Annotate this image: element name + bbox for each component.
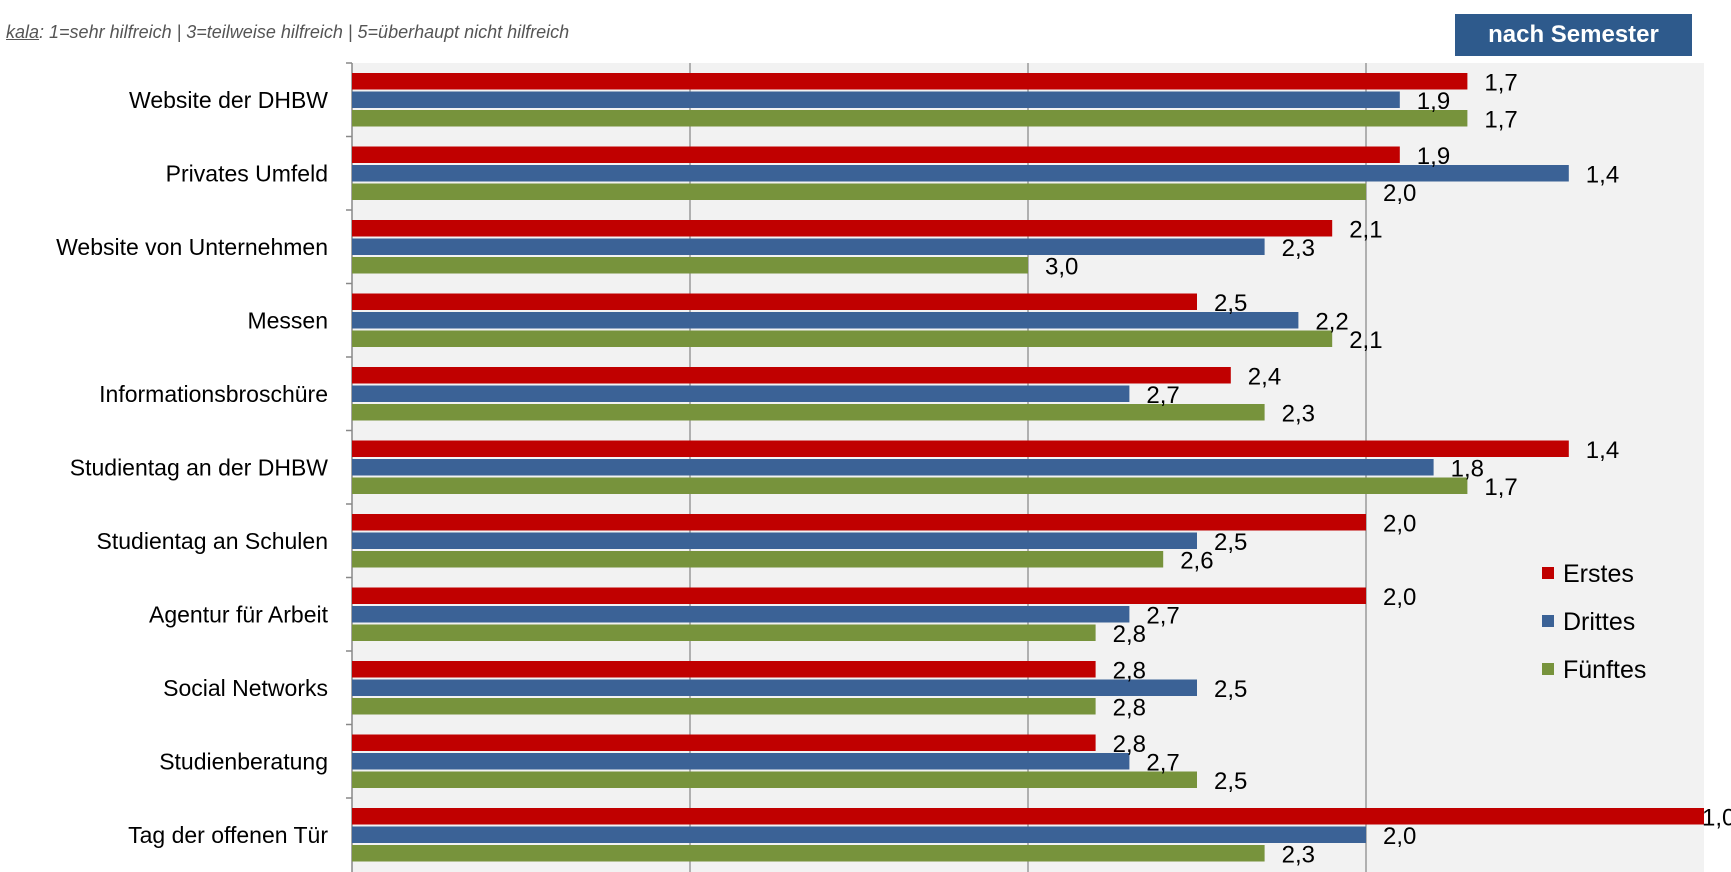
bar-drittes	[352, 312, 1299, 329]
value-label: 2,0	[1383, 510, 1416, 537]
value-label: 2,4	[1248, 363, 1281, 390]
value-label: 3,0	[1045, 253, 1078, 280]
value-label: 2,2	[1315, 308, 1348, 335]
bar-fünftes	[352, 845, 1265, 862]
bar-erstes	[352, 661, 1096, 678]
category-label: Informationsbroschüre	[99, 381, 328, 407]
value-label: 2,6	[1180, 547, 1213, 574]
scale-description: : 1=sehr hilfreich | 3=teilweise hilfrei…	[39, 22, 570, 42]
bar-fünftes	[352, 698, 1096, 715]
legend-label: Drittes	[1563, 608, 1635, 636]
value-label: 2,5	[1214, 290, 1247, 317]
value-label: 2,7	[1146, 382, 1179, 409]
value-label: 2,0	[1383, 180, 1416, 207]
bar-drittes	[352, 165, 1569, 182]
bar-drittes	[352, 91, 1400, 108]
legend: Erstes Drittes Fünftes	[1542, 560, 1646, 684]
value-labels: 1,71,91,71,91,42,02,12,33,02,52,22,12,42…	[1045, 69, 1731, 868]
bar-erstes	[352, 220, 1333, 237]
category-label: Website der DHBW	[129, 87, 328, 113]
value-label: 1,4	[1586, 437, 1619, 464]
value-label: 2,3	[1282, 841, 1315, 868]
bar-drittes	[352, 826, 1366, 843]
category-label: Social Networks	[163, 675, 328, 701]
bars	[352, 73, 1704, 862]
category-label: Studienberatung	[159, 748, 328, 774]
category-labels: Website der DHBW Privates Umfeld Website v…	[56, 87, 328, 848]
bar-drittes	[352, 679, 1197, 696]
value-label: 2,5	[1214, 529, 1247, 556]
value-label: 1,0	[1702, 804, 1731, 831]
category-label: Studientag an der DHBW	[70, 454, 329, 480]
value-label: 2,0	[1383, 584, 1416, 611]
value-label: 2,8	[1113, 621, 1146, 648]
category-label: Website von Unternehmen	[56, 234, 328, 260]
bar-erstes	[352, 587, 1366, 604]
value-label: 2,3	[1282, 400, 1315, 427]
bar-fünftes	[352, 771, 1197, 788]
value-label: 2,5	[1214, 676, 1247, 703]
bar-erstes	[352, 440, 1569, 457]
bar-fünftes	[352, 110, 1468, 127]
legend-label: Fünftes	[1563, 656, 1646, 684]
value-label: 2,7	[1146, 749, 1179, 776]
bar-fünftes	[352, 404, 1265, 421]
value-label: 1,4	[1586, 161, 1619, 188]
bar-fünftes	[352, 330, 1333, 347]
legend-label: Erstes	[1563, 560, 1634, 588]
category-label: Agentur für Arbeit	[149, 601, 329, 627]
bar-drittes	[352, 606, 1130, 623]
value-label: 2,1	[1349, 216, 1382, 243]
value-label: 2,8	[1113, 694, 1146, 721]
semester-badge: nach Semester	[1455, 14, 1692, 56]
bar-drittes	[352, 753, 1130, 770]
bar-fünftes	[352, 257, 1028, 274]
value-label: 1,8	[1451, 455, 1484, 482]
category-label: Tag der offenen Tür	[128, 822, 328, 848]
bar-erstes	[352, 293, 1197, 310]
bar-erstes	[352, 808, 1704, 825]
value-label: 2,1	[1349, 327, 1382, 354]
legend-swatch	[1542, 567, 1554, 579]
category-label: Privates Umfeld	[166, 160, 328, 186]
bar-fünftes	[352, 183, 1366, 200]
value-label: 1,7	[1484, 69, 1517, 96]
bar-fünftes	[352, 551, 1164, 568]
bar-erstes	[352, 367, 1231, 384]
bar-erstes	[352, 73, 1468, 90]
legend-swatch	[1542, 615, 1554, 627]
value-label: 2,8	[1113, 731, 1146, 758]
bar-erstes	[352, 514, 1366, 531]
value-label: 2,8	[1113, 657, 1146, 684]
legend-swatch	[1542, 663, 1554, 675]
bar-drittes	[352, 532, 1197, 549]
value-label: 1,9	[1417, 143, 1450, 170]
bar-erstes	[352, 146, 1400, 163]
scale-legend-text: kala: 1=sehr hilfreich | 3=teilweise hil…	[6, 22, 569, 43]
bar-drittes	[352, 238, 1265, 255]
value-label: 1,9	[1417, 88, 1450, 115]
value-label: 2,0	[1383, 823, 1416, 850]
category-label: Studientag an Schulen	[97, 528, 328, 554]
scale-prefix: kala	[6, 22, 40, 42]
bar-drittes	[352, 459, 1434, 476]
category-label: Messen	[247, 307, 328, 333]
bar-fünftes	[352, 477, 1468, 494]
bar-fünftes	[352, 624, 1096, 641]
value-label: 1,7	[1484, 474, 1517, 501]
value-label: 2,5	[1214, 768, 1247, 795]
bar-drittes	[352, 385, 1130, 402]
category-ticks	[346, 62, 352, 799]
value-label: 2,3	[1282, 235, 1315, 262]
bar-erstes	[352, 734, 1096, 751]
value-label: 2,7	[1146, 602, 1179, 629]
value-label: 1,7	[1484, 106, 1517, 133]
